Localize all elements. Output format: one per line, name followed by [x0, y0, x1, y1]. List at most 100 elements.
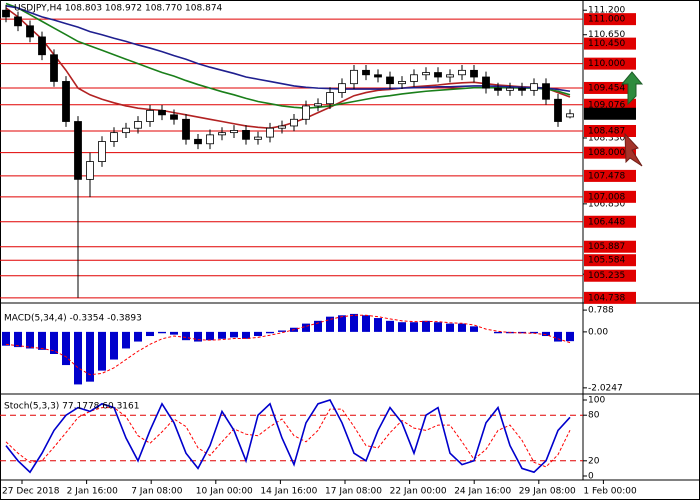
candle-body: [290, 118, 298, 127]
moving-average: [5, 2, 571, 109]
level-label: 110.000: [588, 59, 625, 69]
level-box: [584, 169, 636, 182]
candle-body: [14, 16, 22, 27]
candle-body: [470, 69, 478, 78]
macd-bar: [194, 331, 202, 342]
candle-body: [242, 130, 250, 140]
x-tick-label: 2 Jan 16:00: [67, 487, 119, 497]
y-tick-label: 108.330: [588, 133, 625, 143]
macd-bar: [326, 316, 334, 332]
candle-body: [194, 138, 202, 145]
level-label: 104.738: [588, 293, 625, 303]
candle-body: [326, 92, 334, 105]
x-tick-label: 14 Jan 16:00: [260, 487, 317, 497]
macd-bar: [2, 331, 10, 346]
y-tick-label: 0.788: [588, 306, 614, 316]
macd-bar: [530, 331, 538, 334]
x-tick-label: 24 Jan 16:00: [454, 487, 511, 497]
candle-body: [26, 25, 34, 38]
macd-signal: [5, 314, 571, 376]
y-tick-label: 106.850: [588, 199, 625, 209]
macd-bar: [542, 331, 550, 337]
macd-bar: [26, 331, 34, 349]
level-label: 111.000: [588, 15, 625, 25]
macd-bar: [98, 331, 106, 371]
candle-body: [506, 87, 514, 91]
level-label: 109.454: [588, 83, 625, 93]
candle-body: [218, 132, 226, 136]
macd-bar: [398, 322, 406, 332]
candle-body: [410, 74, 418, 82]
stoch-signal: [5, 407, 571, 468]
candle-body: [254, 136, 262, 140]
candle-body: [182, 118, 190, 140]
level-box: [584, 124, 636, 137]
x-tick-label: 22 Jan 00:00: [390, 487, 447, 497]
candle-body: [374, 74, 382, 78]
macd-bar: [266, 331, 274, 334]
macd-bar: [230, 331, 238, 338]
y-tick-label: 100: [588, 396, 605, 406]
macd-bar: [422, 320, 430, 332]
candle-body: [338, 83, 346, 93]
macd-bar: [314, 320, 322, 332]
macd-bar: [518, 331, 526, 334]
down-arrow: [624, 132, 643, 167]
macd-bar: [374, 318, 382, 332]
candle-body: [434, 72, 442, 78]
level-label: 108.487: [588, 126, 625, 136]
level-label: 108.000: [588, 148, 625, 158]
macd-bar: [566, 331, 574, 342]
level-box: [584, 146, 636, 159]
macd-bar: [242, 331, 250, 339]
x-tick-label: 27 Dec 2018: [2, 487, 60, 497]
macd-bar: [362, 315, 370, 332]
y-tick-label: 20: [588, 456, 600, 466]
candle-body: [122, 127, 130, 134]
level-box: [584, 190, 636, 203]
x-tick-label: 17 Jan 08:00: [325, 487, 382, 497]
macd-bar: [146, 331, 154, 337]
moving-average: [5, 7, 571, 129]
candle-body: [398, 81, 406, 85]
candle-body: [2, 9, 10, 18]
candle-body: [98, 141, 106, 162]
candle-body: [314, 103, 322, 107]
candle-body: [50, 54, 58, 82]
last-price-box: [584, 107, 636, 120]
level-box: [584, 57, 636, 70]
level-box: [584, 291, 636, 304]
level-box: [584, 13, 636, 26]
macd-bar: [110, 331, 118, 360]
macd-bar: [14, 331, 22, 348]
y-tick-label: 0: [588, 472, 594, 482]
level-label: 105.887: [588, 242, 625, 252]
candle-body: [446, 74, 454, 78]
plots: 111.200110.650108.330106.850105.270111.0…: [0, 2, 637, 497]
x-tick-label: 10 Jan 00:00: [196, 487, 253, 497]
up-arrow: [620, 71, 644, 106]
candle-body: [278, 125, 286, 129]
candle-body: [422, 72, 430, 76]
candle-body: [302, 105, 310, 120]
candle-body: [482, 76, 490, 89]
candle-body: [74, 121, 82, 180]
macd-bar: [434, 322, 442, 332]
macd-bar: [122, 331, 130, 349]
macd-bar: [494, 331, 502, 334]
macd-bar: [458, 323, 466, 332]
macd-bar: [446, 323, 454, 332]
y-tick-label: 110.650: [588, 30, 625, 40]
macd-bar: [86, 331, 94, 382]
macd-bar: [158, 331, 166, 334]
macd-bar: [470, 326, 478, 332]
level-label: 105.584: [588, 256, 625, 266]
level-box: [584, 254, 636, 267]
y-tick-label: -2.0247: [588, 383, 623, 393]
level-label: 109.076: [588, 100, 625, 110]
candle-body: [350, 69, 358, 85]
macd-bar: [350, 313, 358, 332]
candle-body: [542, 83, 550, 100]
x-tick-label: 1 Feb 00:00: [583, 487, 637, 497]
level-box: [584, 37, 636, 50]
